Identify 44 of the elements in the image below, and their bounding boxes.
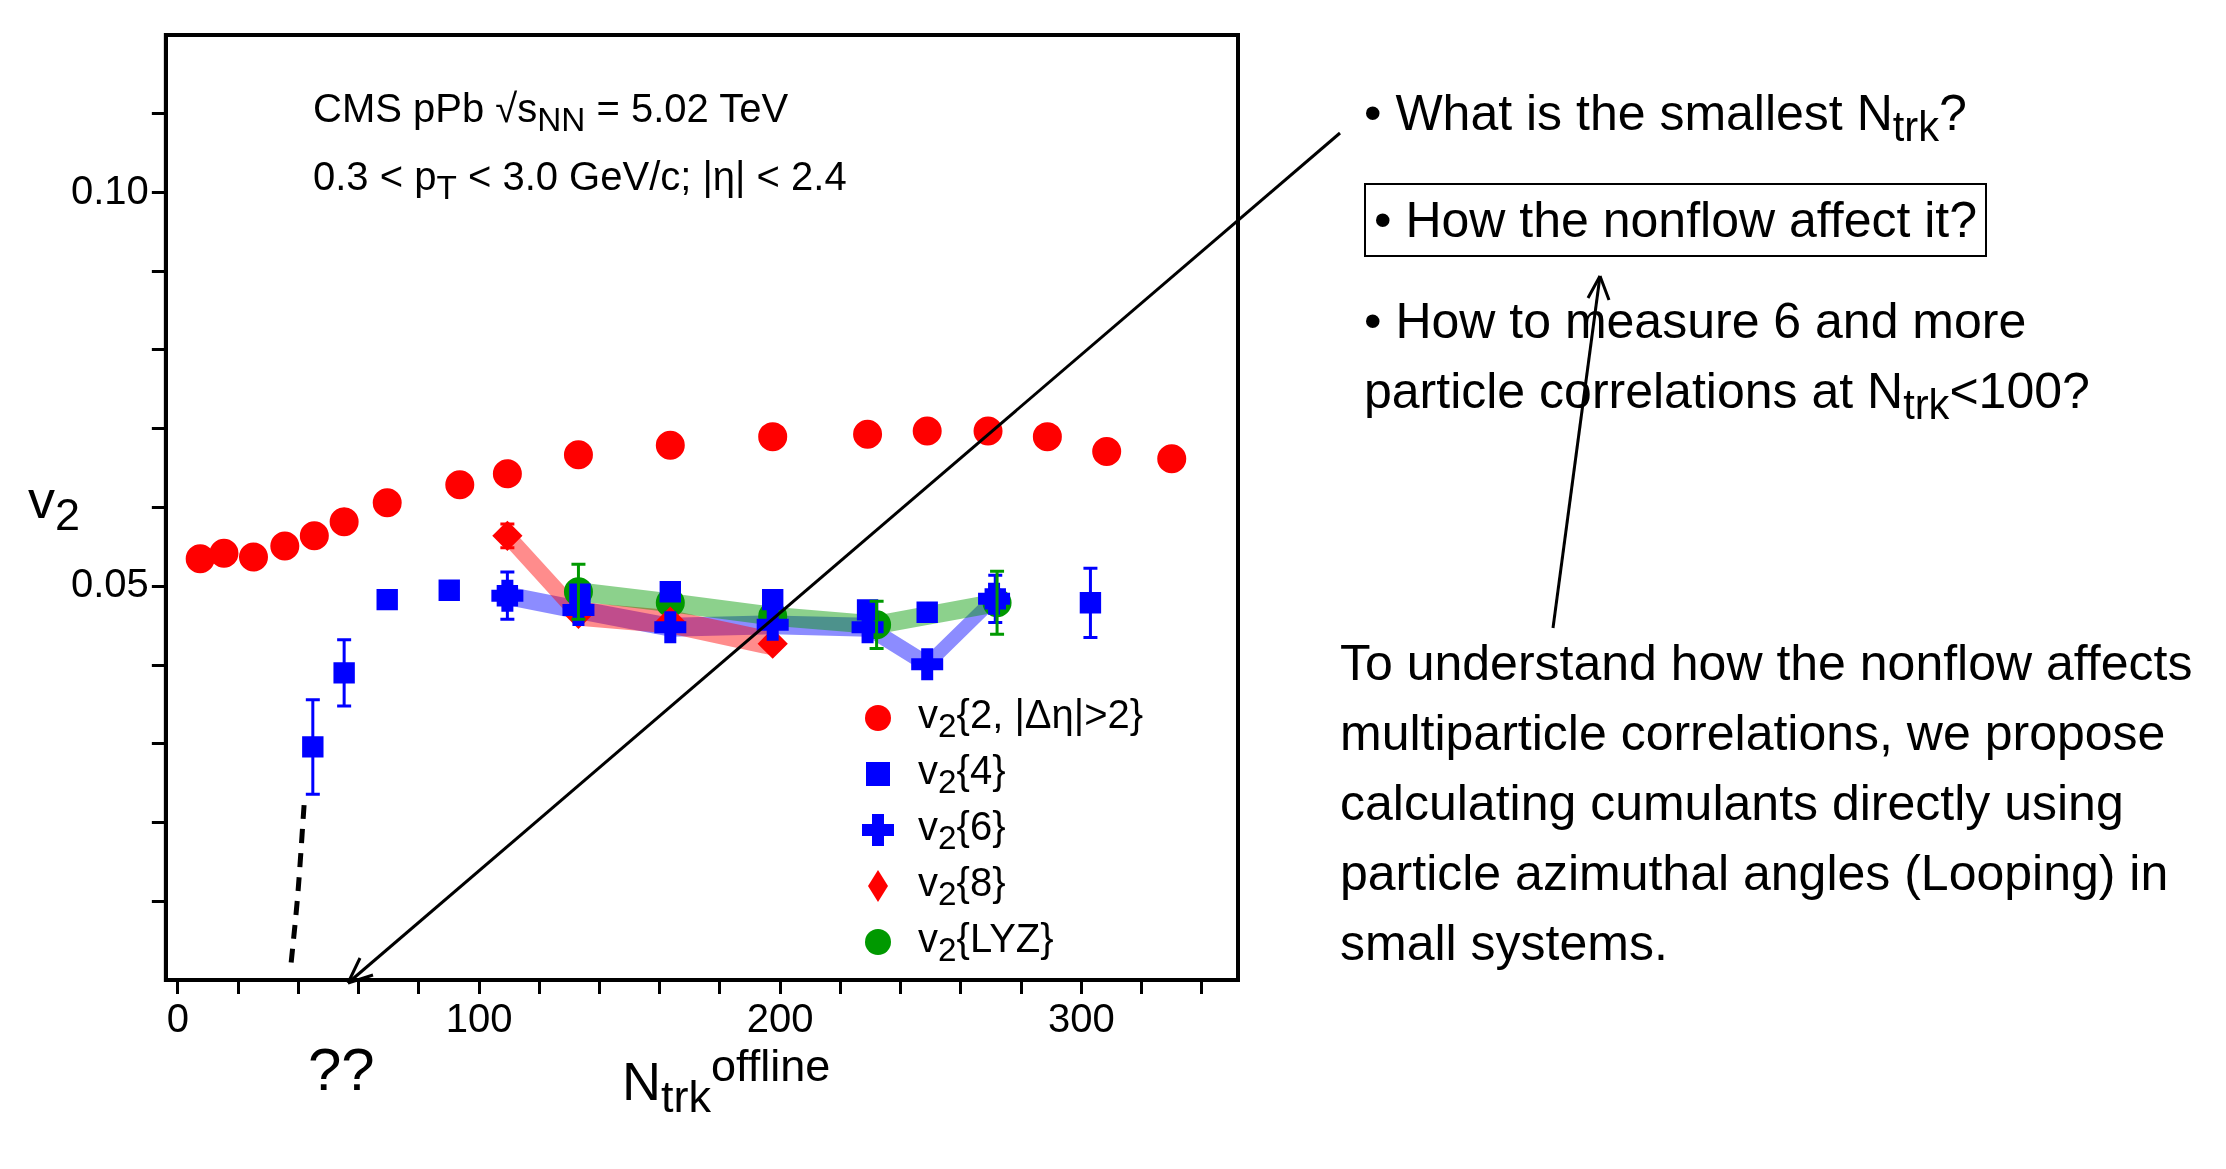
point (209, 538, 239, 568)
annotation: 0.3 < p$_{T}$ < 3.0 GeV/c; |η| < 2.4 (313, 153, 847, 208)
point (563, 440, 593, 470)
y-axis-title: v$_{2}$ (28, 467, 81, 541)
point (270, 531, 300, 561)
point (492, 459, 522, 489)
legend-label: v$_{2}${8} (918, 859, 1006, 913)
point (758, 422, 788, 452)
point (445, 470, 475, 500)
point (1092, 437, 1122, 467)
legend-label: v$_{2}${4} (918, 747, 1006, 801)
x-tick-label: 200 (746, 996, 814, 1041)
point (372, 488, 402, 518)
legend-label: v$_{2}${6} (918, 803, 1006, 857)
text: • How the nonflow affect it? (1364, 183, 1988, 257)
annotation: CMS pPb √s$_{NN}$ = 5.02 TeV (313, 85, 789, 140)
point (654, 611, 687, 644)
text: ?? (308, 1035, 375, 1105)
y-tick-label: 0.10 (70, 167, 149, 212)
point (916, 601, 938, 623)
point (238, 542, 268, 572)
point (853, 419, 883, 449)
point (1157, 444, 1187, 474)
x-tick-label: 300 (1048, 996, 1115, 1041)
point (185, 544, 215, 574)
point (762, 588, 784, 611)
legend-label: v$_{2}${LYZ} (918, 915, 1054, 969)
y-tick-label: 0.05 (70, 561, 149, 606)
x-tick-label: 100 (445, 996, 513, 1041)
point (655, 430, 685, 460)
point (911, 648, 944, 681)
point (299, 521, 329, 551)
point (302, 736, 324, 758)
point (376, 588, 398, 611)
legend-label: v$_{2}${2, |Δη|>2} (918, 691, 1144, 745)
point (333, 662, 355, 684)
point (1032, 422, 1062, 452)
point (329, 507, 359, 537)
point (438, 579, 460, 601)
point (912, 416, 942, 446)
text: • What is the smallest N$_{trk}$? (1364, 84, 1967, 152)
x-tick-label: 0 (166, 996, 190, 1041)
text: To understand how the nonflow affects multiparticle correlations, we propose calculating cumulants directly using particle azimuthal angles (Looping) in small systems. (1340, 634, 2194, 973)
point (659, 581, 681, 603)
